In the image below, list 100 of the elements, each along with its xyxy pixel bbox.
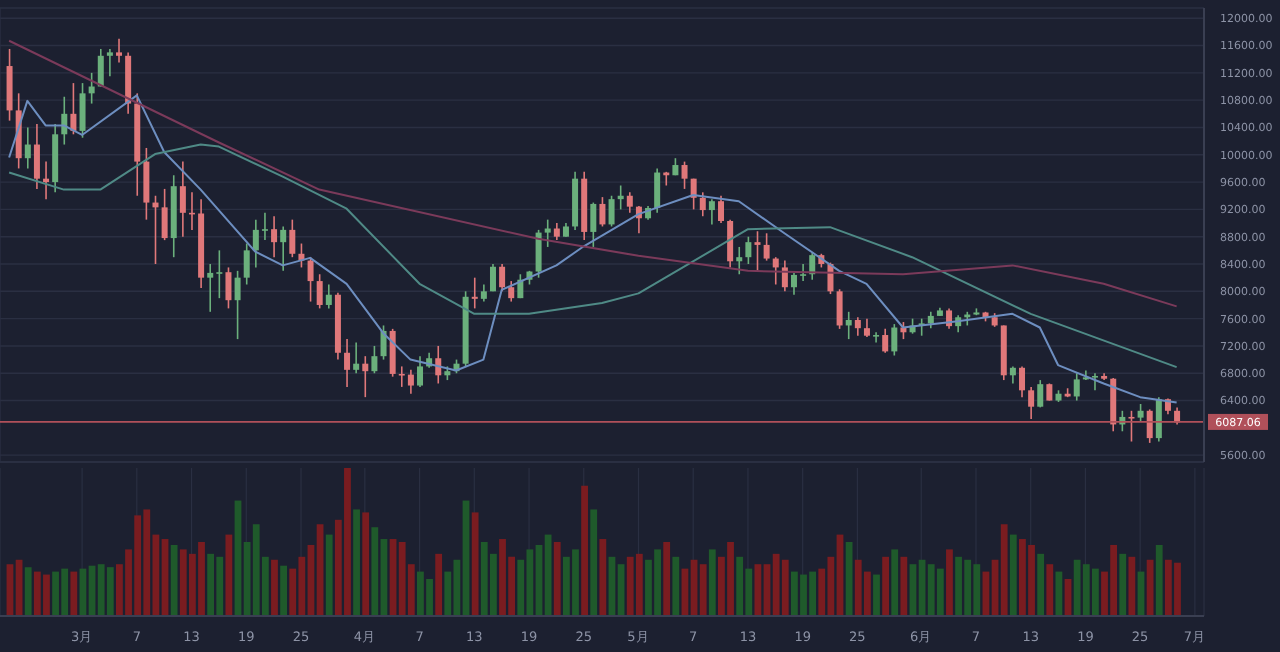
bar: [1009, 534, 1017, 616]
candlestick: [727, 218, 734, 269]
candlestick: [590, 201, 597, 248]
bar: [471, 512, 479, 616]
candlestick: [681, 160, 688, 190]
bar: [599, 539, 607, 616]
candlestick: [572, 171, 579, 231]
candlestick: [882, 328, 889, 354]
candlestick: [626, 191, 633, 214]
bar: [900, 556, 908, 616]
candlestick: [891, 323, 898, 357]
bar: [1155, 544, 1163, 616]
candlestick: [161, 188, 168, 241]
candlestick: [471, 276, 478, 310]
candlestick: [43, 160, 50, 200]
candlestick: [179, 160, 186, 238]
candlestick: [754, 230, 761, 272]
bar: [699, 564, 707, 616]
candlestick: [289, 218, 296, 258]
candlestick: [836, 288, 843, 330]
bar: [936, 568, 944, 616]
candlestick: [24, 126, 31, 170]
candlestick: [52, 123, 59, 194]
candlestick: [499, 263, 506, 293]
candlestick: [617, 184, 624, 211]
candlestick: [863, 317, 870, 338]
bar: [882, 556, 889, 616]
bar: [325, 534, 333, 616]
candlestick: [489, 263, 496, 293]
candlestick: [781, 259, 788, 293]
candlestick: [699, 191, 706, 218]
bar: [207, 553, 215, 616]
candlestick: [389, 328, 396, 378]
candlestick: [1091, 372, 1098, 392]
candlestick: [143, 147, 150, 221]
candlestick: [873, 331, 880, 344]
candlestick: [243, 242, 250, 286]
bar: [873, 574, 880, 616]
candlestick: [708, 198, 715, 226]
bar: [271, 559, 278, 616]
bar: [946, 549, 953, 616]
candlestick: [1019, 365, 1026, 398]
bar: [1128, 556, 1136, 616]
bar: [24, 567, 32, 616]
bar: [1146, 559, 1154, 616]
bar: [635, 553, 643, 616]
bar: [435, 553, 443, 616]
candlestick: [745, 235, 752, 265]
candlestick: [1128, 410, 1135, 443]
bar: [845, 542, 853, 616]
bar: [353, 509, 360, 616]
candlestick: [417, 355, 424, 388]
bar: [106, 567, 114, 616]
candlestick: [1037, 379, 1044, 409]
candlestick: [207, 263, 214, 313]
candlestick: [1028, 386, 1035, 420]
bar: [590, 509, 598, 616]
candlestick: [280, 225, 287, 272]
bar: [70, 571, 78, 616]
bar: [672, 556, 680, 616]
candlestick: [535, 229, 542, 279]
candlestick: [407, 369, 414, 395]
candlestick: [772, 256, 779, 286]
bar: [170, 544, 178, 616]
candlestick: [316, 273, 323, 310]
bar: [736, 556, 744, 616]
bar: [1046, 564, 1054, 616]
candlestick: [125, 51, 132, 115]
candlestick: [371, 345, 378, 375]
bar: [1037, 553, 1045, 616]
candlestick: [97, 48, 104, 88]
candlestick: [854, 316, 861, 337]
candlestick: [271, 215, 278, 258]
bar: [1091, 568, 1099, 616]
candlestick: [763, 232, 770, 262]
bar: [553, 542, 561, 616]
bar: [663, 542, 671, 616]
candlestick: [325, 283, 332, 310]
candlestick: [599, 196, 606, 228]
bar: [371, 527, 379, 616]
candlestick: [106, 48, 113, 78]
candlestick: [508, 280, 515, 303]
bar: [581, 485, 588, 616]
candlestick: [1073, 372, 1080, 402]
candlestick: [6, 48, 13, 122]
candlestick: [344, 338, 351, 388]
bar: [1000, 524, 1008, 616]
bar: [280, 565, 287, 616]
candlestick: [654, 167, 661, 214]
candlestick: [1146, 408, 1153, 444]
candlestick: [608, 194, 615, 228]
bar: [225, 534, 233, 616]
candlestick: [79, 82, 86, 139]
bar: [544, 534, 552, 616]
candlestick: [225, 266, 232, 310]
bar: [1119, 553, 1127, 616]
candlestick: [33, 123, 40, 190]
candlestick: [736, 246, 743, 276]
candlestick: [845, 311, 852, 340]
candlestick: [718, 194, 725, 224]
